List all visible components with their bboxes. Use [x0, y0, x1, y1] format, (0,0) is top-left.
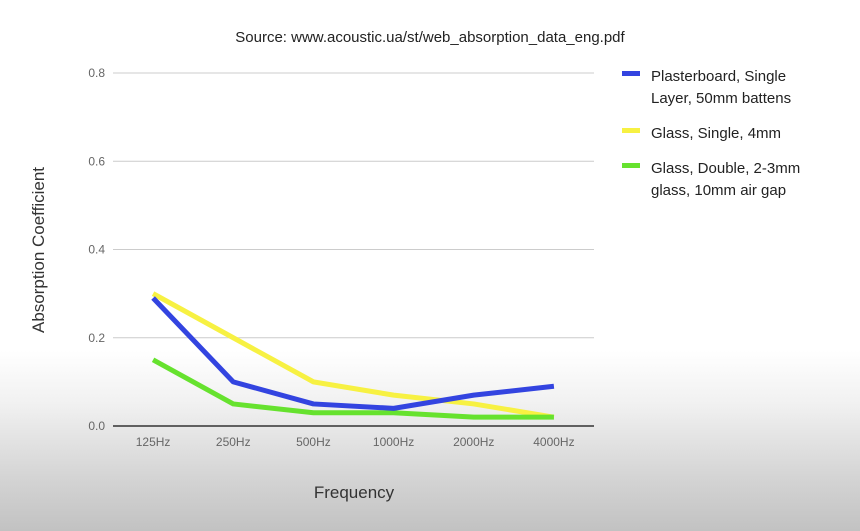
series-line: [151, 357, 554, 420]
y-tick-label: 0.2: [88, 331, 105, 345]
x-tick-label: 1000Hz: [373, 435, 414, 449]
x-axis-title: Frequency: [314, 483, 395, 502]
y-tick-label: 0.8: [88, 66, 105, 80]
y-tick-label: 0.4: [88, 243, 105, 257]
legend-label: Glass, Double, 2-3mm: [651, 160, 800, 177]
legend-item: Plasterboard, Single Layer, 50mm battens: [622, 68, 791, 107]
x-tick-label: 250Hz: [216, 435, 251, 449]
legend-swatch: [622, 71, 640, 76]
y-axis-ticks: 0.0 0.2 0.4 0.6 0.8: [88, 66, 105, 433]
legend: Plasterboard, Single Layer, 50mm battens G…: [622, 68, 800, 199]
legend-label: Layer, 50mm battens: [651, 90, 791, 107]
chart-subtitle: Source: www.acoustic.ua/st/web_absorptio…: [235, 29, 625, 46]
y-axis-title: Absorption Coefficient: [29, 167, 48, 333]
x-tick-label: 125Hz: [136, 435, 171, 449]
series-line: [151, 296, 555, 411]
legend-label: glass, 10mm air gap: [651, 182, 786, 199]
y-tick-label: 0.0: [88, 419, 105, 433]
legend-swatch: [622, 128, 640, 133]
y-tick-label: 0.6: [88, 154, 105, 168]
legend-label: Glass, Single, 4mm: [651, 125, 781, 142]
legend-item: Glass, Double, 2-3mm glass, 10mm air gap: [622, 160, 800, 199]
legend-item: Glass, Single, 4mm: [622, 125, 781, 142]
legend-swatch: [622, 163, 640, 168]
x-tick-label: 4000Hz: [533, 435, 574, 449]
x-axis-ticks: 125Hz 250Hz 500Hz 1000Hz 2000Hz 4000Hz: [136, 435, 575, 449]
legend-label: Plasterboard, Single: [651, 68, 786, 85]
series-line: [151, 291, 555, 420]
x-tick-label: 500Hz: [296, 435, 331, 449]
x-tick-label: 2000Hz: [453, 435, 494, 449]
gridlines: [113, 72, 594, 339]
series-lines: [151, 291, 555, 420]
